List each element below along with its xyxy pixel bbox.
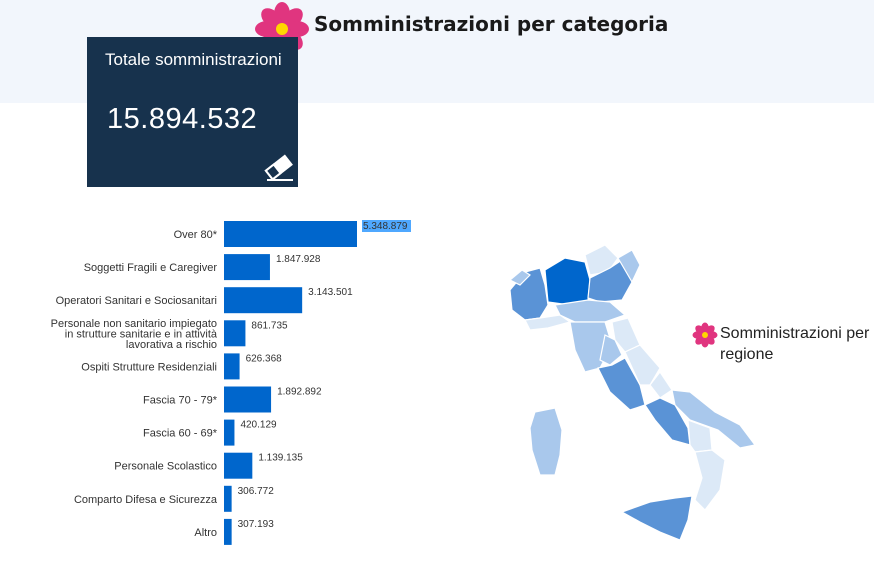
bar-9[interactable] <box>224 518 232 545</box>
category-bar-chart: Over 80* 5.348.879 Soggetti Fragili e Care… <box>51 220 411 545</box>
bar-2[interactable] <box>224 287 303 314</box>
value-label-5: 1.892.892 <box>277 387 322 398</box>
region-calabria[interactable] <box>694 449 726 511</box>
value-label-7: 1.139.135 <box>258 453 303 464</box>
value-label-8: 306.772 <box>238 486 275 497</box>
region-puglia[interactable] <box>671 389 757 449</box>
region-sardegna[interactable] <box>529 407 563 476</box>
value-label-9: 307.193 <box>238 519 275 530</box>
value-label-2: 3.143.501 <box>308 287 353 298</box>
region-lazio[interactable] <box>597 357 646 411</box>
region-label: Somministrazioni per regione <box>720 325 870 363</box>
category-label-6: Fascia 60 - 69* <box>143 428 218 440</box>
bar-7[interactable] <box>224 452 253 479</box>
region-lombardia[interactable] <box>544 257 591 306</box>
flower-icon <box>692 322 718 348</box>
value-label-4: 626.368 <box>246 353 283 364</box>
region-emilia-romagna[interactable] <box>554 299 627 323</box>
category-label-9: Altro <box>194 527 217 539</box>
category-label-3: Personale non sanitario impiegato in stru… <box>51 318 218 351</box>
bar-1[interactable] <box>224 254 270 281</box>
total-label: Totale somministrazioni <box>105 50 282 69</box>
bar-3[interactable] <box>224 320 246 347</box>
bar-8[interactable] <box>224 485 232 512</box>
bar-0[interactable] <box>224 221 357 247</box>
category-label-5: Fascia 70 - 79* <box>143 395 218 407</box>
region-umbria[interactable] <box>599 334 623 366</box>
bar-5[interactable] <box>224 386 272 413</box>
region-valle-daosta[interactable] <box>508 269 531 286</box>
region-veneto[interactable] <box>587 257 633 303</box>
bar-4[interactable] <box>224 353 240 380</box>
category-label-1: Soggetti Fragili e Caregiver <box>84 262 218 274</box>
region-friuli[interactable] <box>617 249 641 284</box>
category-label-2: Operatori Sanitari e Sociosanitari <box>56 295 217 307</box>
region-abruzzo[interactable] <box>624 344 661 386</box>
category-label-0: Over 80* <box>174 229 218 241</box>
total-value: 15.894.532 <box>107 103 258 135</box>
page-title: Somministrazioni per categoria <box>314 12 669 36</box>
category-label-8: Comparto Difesa e Sicurezza <box>74 494 218 506</box>
value-label-1: 1.847.928 <box>276 254 321 265</box>
value-label-6: 420.129 <box>240 420 277 431</box>
value-highlight <box>362 220 411 232</box>
region-sicilia[interactable] <box>620 495 693 541</box>
italy-region-map <box>508 244 757 541</box>
value-label-0: 5.348.879 <box>363 221 408 232</box>
total-card: Totale somministrazioni 15.894.532 <box>87 37 298 187</box>
eraser-icon[interactable] <box>263 154 295 182</box>
category-label-4: Ospiti Strutture Residenziali <box>81 361 217 373</box>
bar-6[interactable] <box>224 419 235 446</box>
category-label-7: Personale Scolastico <box>114 461 217 473</box>
value-label-3: 861.735 <box>251 320 288 331</box>
